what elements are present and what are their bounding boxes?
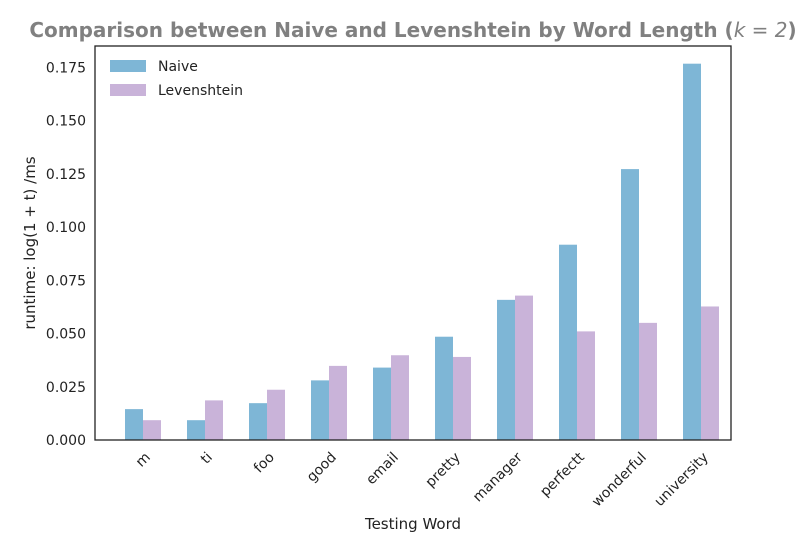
y-tick-label: 0.050 [46,327,86,343]
x-tick-label: m [133,450,154,471]
x-tick-label: wonderful [589,450,650,511]
chart-title-close: ) [787,18,796,42]
bar-naive-good [311,380,329,440]
legend-label-naive: Naive [158,59,198,75]
bar-levenshtein-good [329,365,347,440]
legend-swatch-naive [110,60,146,72]
bar-naive-wonderful [621,169,639,440]
bar-levenshtein-m [143,420,161,440]
bar-levenshtein-manager [515,295,533,440]
x-axis-label: Testing Word [364,515,461,533]
bar-naive-ti [187,420,205,440]
bar-naive-pretty [435,336,453,440]
bar-levenshtein-wonderful [639,322,657,440]
bar-levenshtein-university [701,306,719,440]
chart-title: Comparison between Naive and Levenshtein… [29,18,796,42]
x-tick-label: foo [251,450,278,477]
x-tick-label: manager [470,449,526,505]
y-tick-label: 0.125 [46,167,86,183]
plot-area: 0.000 0.025 0.050 0.075 0.100 0.125 0.150 0.175… [46,45,732,511]
bar-levenshtein-email [391,355,409,440]
bar-naive-perfectt [559,244,577,440]
bar-naive-m [125,409,143,440]
y-tick-label: 0.150 [46,114,86,130]
x-tick-label: perfectt [537,449,588,500]
x-tick-label: pretty [423,450,464,491]
x-tick-label: good [304,450,340,486]
y-tick-label: 0.000 [46,433,86,449]
bar-naive-email [373,367,391,440]
bar-naive-manager [497,299,515,440]
legend-label-levenshtein: Levenshtein [158,83,243,99]
y-tick-label: 0.025 [46,380,86,396]
bar-levenshtein-ti [205,400,223,440]
y-axis-label: runtime: log(1 + t) /ms [21,156,39,329]
plot-frame [94,45,732,441]
y-tick-label: 0.075 [46,273,86,289]
chart-title-math: k = 2 [734,18,788,42]
chart-title-text: Comparison between Naive and Levenshtein… [29,18,733,42]
bar-naive-foo [249,403,267,440]
x-tick-label: email [363,450,402,489]
x-tick-label: ti [198,450,216,468]
x-tick-label: university [652,450,712,510]
bar-levenshtein-pretty [453,356,471,440]
bar-levenshtein-foo [267,389,285,440]
y-tick-label: 0.100 [46,220,86,236]
bar-naive-university [683,63,701,441]
y-tick-label: 0.175 [46,60,86,76]
bar-levenshtein-perfectt [577,331,595,440]
legend-swatch-levenshtein [110,84,146,96]
